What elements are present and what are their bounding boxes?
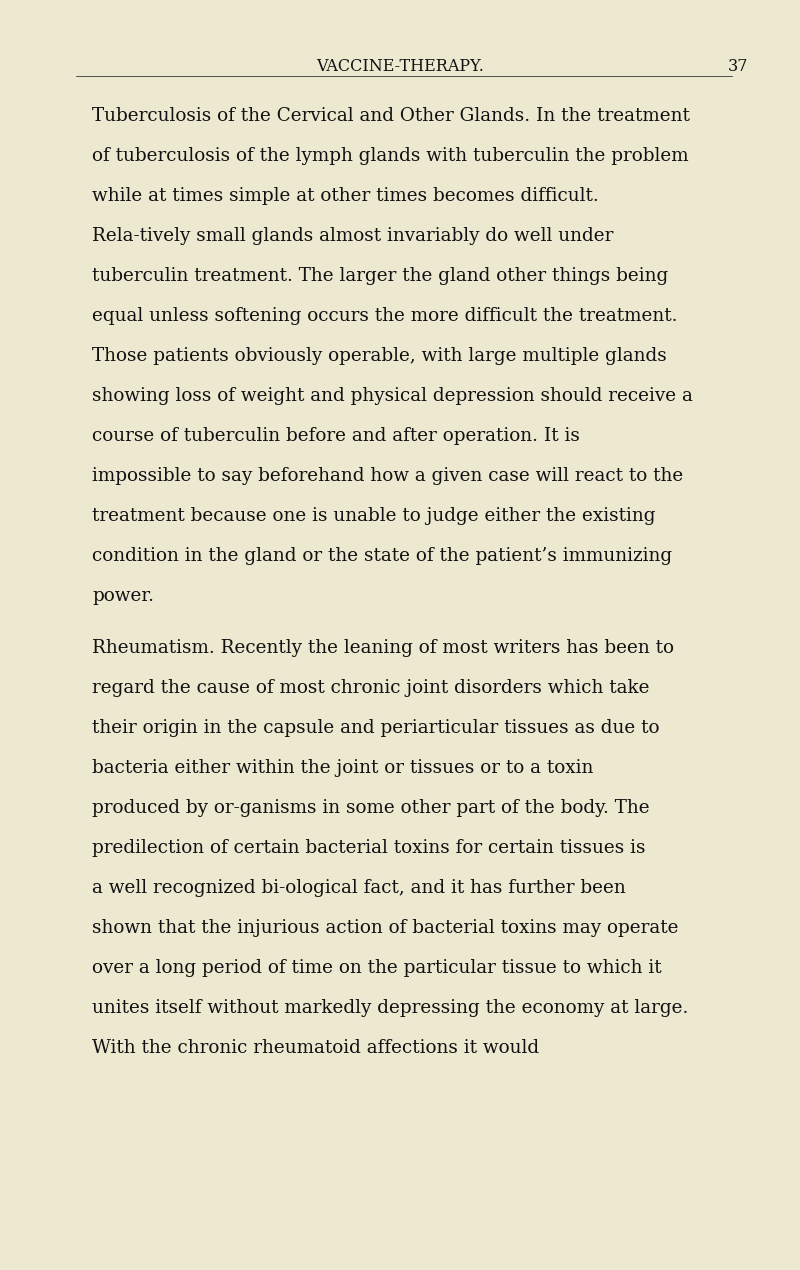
Text: unites itself without markedly depressing the economy at large.: unites itself without markedly depressin… — [92, 999, 688, 1017]
Text: power.: power. — [92, 587, 154, 605]
Text: tuberculin treatment. The larger the gland other things being: tuberculin treatment. The larger the gla… — [92, 267, 668, 284]
Text: while at times simple at other times becomes difficult.: while at times simple at other times bec… — [92, 187, 598, 204]
Text: showing loss of weight and physical depression should receive a: showing loss of weight and physical depr… — [92, 386, 693, 405]
Text: condition in the gland or the state of the patient’s immunizing: condition in the gland or the state of t… — [92, 546, 672, 565]
Text: shown that the injurious action of bacterial toxins may operate: shown that the injurious action of bacte… — [92, 919, 678, 937]
Text: produced by or-ganisms in some other part of the body. The: produced by or-ganisms in some other par… — [92, 799, 650, 818]
Text: equal unless softening occurs the more difficult the treatment.: equal unless softening occurs the more d… — [92, 306, 678, 325]
Text: impossible to say beforehand how a given case will react to the: impossible to say beforehand how a given… — [92, 466, 683, 485]
Text: 37: 37 — [728, 58, 749, 75]
Text: over a long period of time on the particular tissue to which it: over a long period of time on the partic… — [92, 959, 662, 978]
Text: VACCINE-THERAPY.: VACCINE-THERAPY. — [316, 58, 484, 75]
Text: Tuberculosis of the Cervical and Other Glands. In the treatment: Tuberculosis of the Cervical and Other G… — [92, 107, 690, 124]
Text: their origin in the capsule and periarticular tissues as due to: their origin in the capsule and periarti… — [92, 719, 659, 738]
Text: course of tuberculin before and after operation. It is: course of tuberculin before and after op… — [92, 427, 580, 444]
Text: Rela-tively small glands almost invariably do well under: Rela-tively small glands almost invariab… — [92, 226, 614, 245]
Text: a well recognized bi-ological fact, and it has further been: a well recognized bi-ological fact, and … — [92, 879, 626, 898]
Text: With the chronic rheumatoid affections it would: With the chronic rheumatoid affections i… — [92, 1039, 539, 1058]
Text: Those patients obviously operable, with large multiple glands: Those patients obviously operable, with … — [92, 347, 666, 364]
Text: predilection of certain bacterial toxins for certain tissues is: predilection of certain bacterial toxins… — [92, 839, 646, 857]
Text: treatment because one is unable to judge either the existing: treatment because one is unable to judge… — [92, 507, 655, 525]
Text: bacteria either within the joint or tissues or to a toxin: bacteria either within the joint or tiss… — [92, 759, 594, 777]
Text: Rheumatism. Recently the leaning of most writers has been to: Rheumatism. Recently the leaning of most… — [92, 639, 674, 658]
Text: regard the cause of most chronic joint disorders which take: regard the cause of most chronic joint d… — [92, 679, 650, 697]
Text: of tuberculosis of the lymph glands with tuberculin the problem: of tuberculosis of the lymph glands with… — [92, 146, 689, 165]
